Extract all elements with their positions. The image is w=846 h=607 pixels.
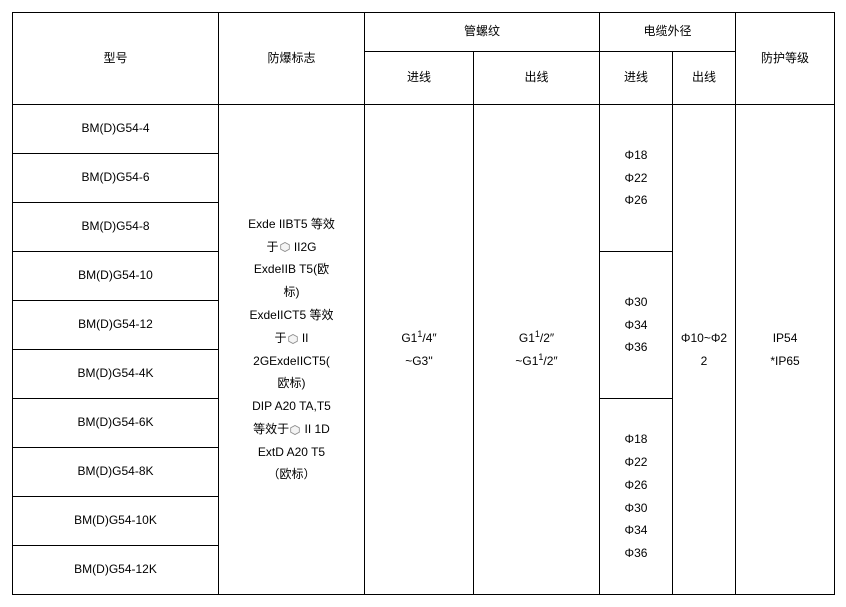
cable-out-l2: 2 bbox=[701, 354, 708, 368]
cable-line: Φ22 bbox=[625, 171, 648, 185]
ex-mark-cell: Exde IIBT5 等效 于 II2G ExdeIIB T5(欧 标) Exd… bbox=[219, 105, 365, 595]
header-protection: 防护等级 bbox=[736, 13, 835, 105]
cable-in-group3: Φ18 Φ22 Φ26 Φ30 Φ34 Φ36 bbox=[600, 399, 673, 595]
ex-line: ExdeIIB T5(欧 bbox=[254, 262, 329, 276]
cable-out-cell: Φ10~Φ2 2 bbox=[673, 105, 736, 595]
header-ex-mark: 防爆标志 bbox=[219, 13, 365, 105]
header-row-1: 型号 防爆标志 管螺纹 电缆外径 防护等级 bbox=[13, 13, 835, 52]
thread-in-l2: ~G3'' bbox=[405, 354, 433, 368]
cable-line: Φ36 bbox=[625, 546, 648, 560]
ex-line: II 1D bbox=[301, 422, 330, 436]
thread-out-cell: G11/2″ ~G11/2″ bbox=[474, 105, 600, 595]
cable-line: Φ30 bbox=[625, 501, 648, 515]
cable-line: Φ34 bbox=[625, 523, 648, 537]
cable-line: Φ18 bbox=[625, 148, 648, 162]
model-cell: BM(D)G54-12K bbox=[13, 546, 219, 595]
protection-l1: IP54 bbox=[773, 331, 798, 345]
cable-line: Φ22 bbox=[625, 455, 648, 469]
header-cable-in: 进线 bbox=[600, 52, 673, 105]
cable-in-group2: Φ30 Φ34 Φ36 bbox=[600, 252, 673, 399]
header-cable-od: 电缆外径 bbox=[600, 13, 736, 52]
model-cell: BM(D)G54-6 bbox=[13, 154, 219, 203]
model-cell: BM(D)G54-10 bbox=[13, 252, 219, 301]
ex-line: II2G bbox=[291, 240, 317, 254]
ex-line: （欧标） bbox=[267, 467, 315, 481]
header-thread-out: 出线 bbox=[474, 52, 600, 105]
ex-line: 2GExdeIICT5( bbox=[253, 354, 330, 368]
model-cell: BM(D)G54-10K bbox=[13, 497, 219, 546]
model-cell: BM(D)G54-8 bbox=[13, 203, 219, 252]
ex-line: 于 bbox=[266, 240, 278, 254]
header-pipe-thread: 管螺纹 bbox=[365, 13, 600, 52]
cable-line: Φ18 bbox=[625, 432, 648, 446]
header-cable-out: 出线 bbox=[673, 52, 736, 105]
cable-line: Φ34 bbox=[625, 318, 648, 332]
hex-icon bbox=[288, 334, 298, 344]
ex-line: ExdeIICT5 等效 bbox=[249, 308, 333, 322]
hex-icon bbox=[290, 425, 300, 435]
thread-in-l1: G11/4″ bbox=[401, 331, 436, 345]
cable-line: Φ26 bbox=[625, 193, 648, 207]
spec-table: 型号 防爆标志 管螺纹 电缆外径 防护等级 进线 出线 进线 出线 BM(D)G… bbox=[12, 12, 835, 595]
cable-line: Φ26 bbox=[625, 478, 648, 492]
cable-out-l1: Φ10~Φ2 bbox=[681, 331, 727, 345]
hex-icon bbox=[280, 242, 290, 252]
ex-line: 欧标) bbox=[278, 376, 306, 390]
protection-cell: IP54 *IP65 bbox=[736, 105, 835, 595]
model-cell: BM(D)G54-12 bbox=[13, 301, 219, 350]
cable-line: Φ36 bbox=[625, 340, 648, 354]
model-cell: BM(D)G54-6K bbox=[13, 399, 219, 448]
thread-out-l1: G11/2″ bbox=[519, 331, 554, 345]
header-thread-in: 进线 bbox=[365, 52, 474, 105]
model-cell: BM(D)G54-8K bbox=[13, 448, 219, 497]
header-model: 型号 bbox=[13, 13, 219, 105]
model-cell: BM(D)G54-4K bbox=[13, 350, 219, 399]
cable-line: Φ30 bbox=[625, 295, 648, 309]
model-cell: BM(D)G54-4 bbox=[13, 105, 219, 154]
table-row: BM(D)G54-4 Exde IIBT5 等效 于 II2G ExdeIIB … bbox=[13, 105, 835, 154]
ex-line: DIP A20 TA,T5 bbox=[252, 399, 331, 413]
protection-l2: *IP65 bbox=[770, 354, 799, 368]
ex-line: Exde IIBT5 等效 bbox=[248, 217, 335, 231]
ex-line: 于 bbox=[274, 331, 286, 345]
thread-out-l2: ~G11/2″ bbox=[515, 354, 557, 368]
cable-in-group1: Φ18 Φ22 Φ26 bbox=[600, 105, 673, 252]
thread-in-cell: G11/4″ ~G3'' bbox=[365, 105, 474, 595]
ex-line: II bbox=[299, 331, 309, 345]
ex-line: 标) bbox=[284, 285, 300, 299]
ex-line: ExtD A20 T5 bbox=[258, 445, 325, 459]
ex-line: 等效于 bbox=[253, 422, 289, 436]
